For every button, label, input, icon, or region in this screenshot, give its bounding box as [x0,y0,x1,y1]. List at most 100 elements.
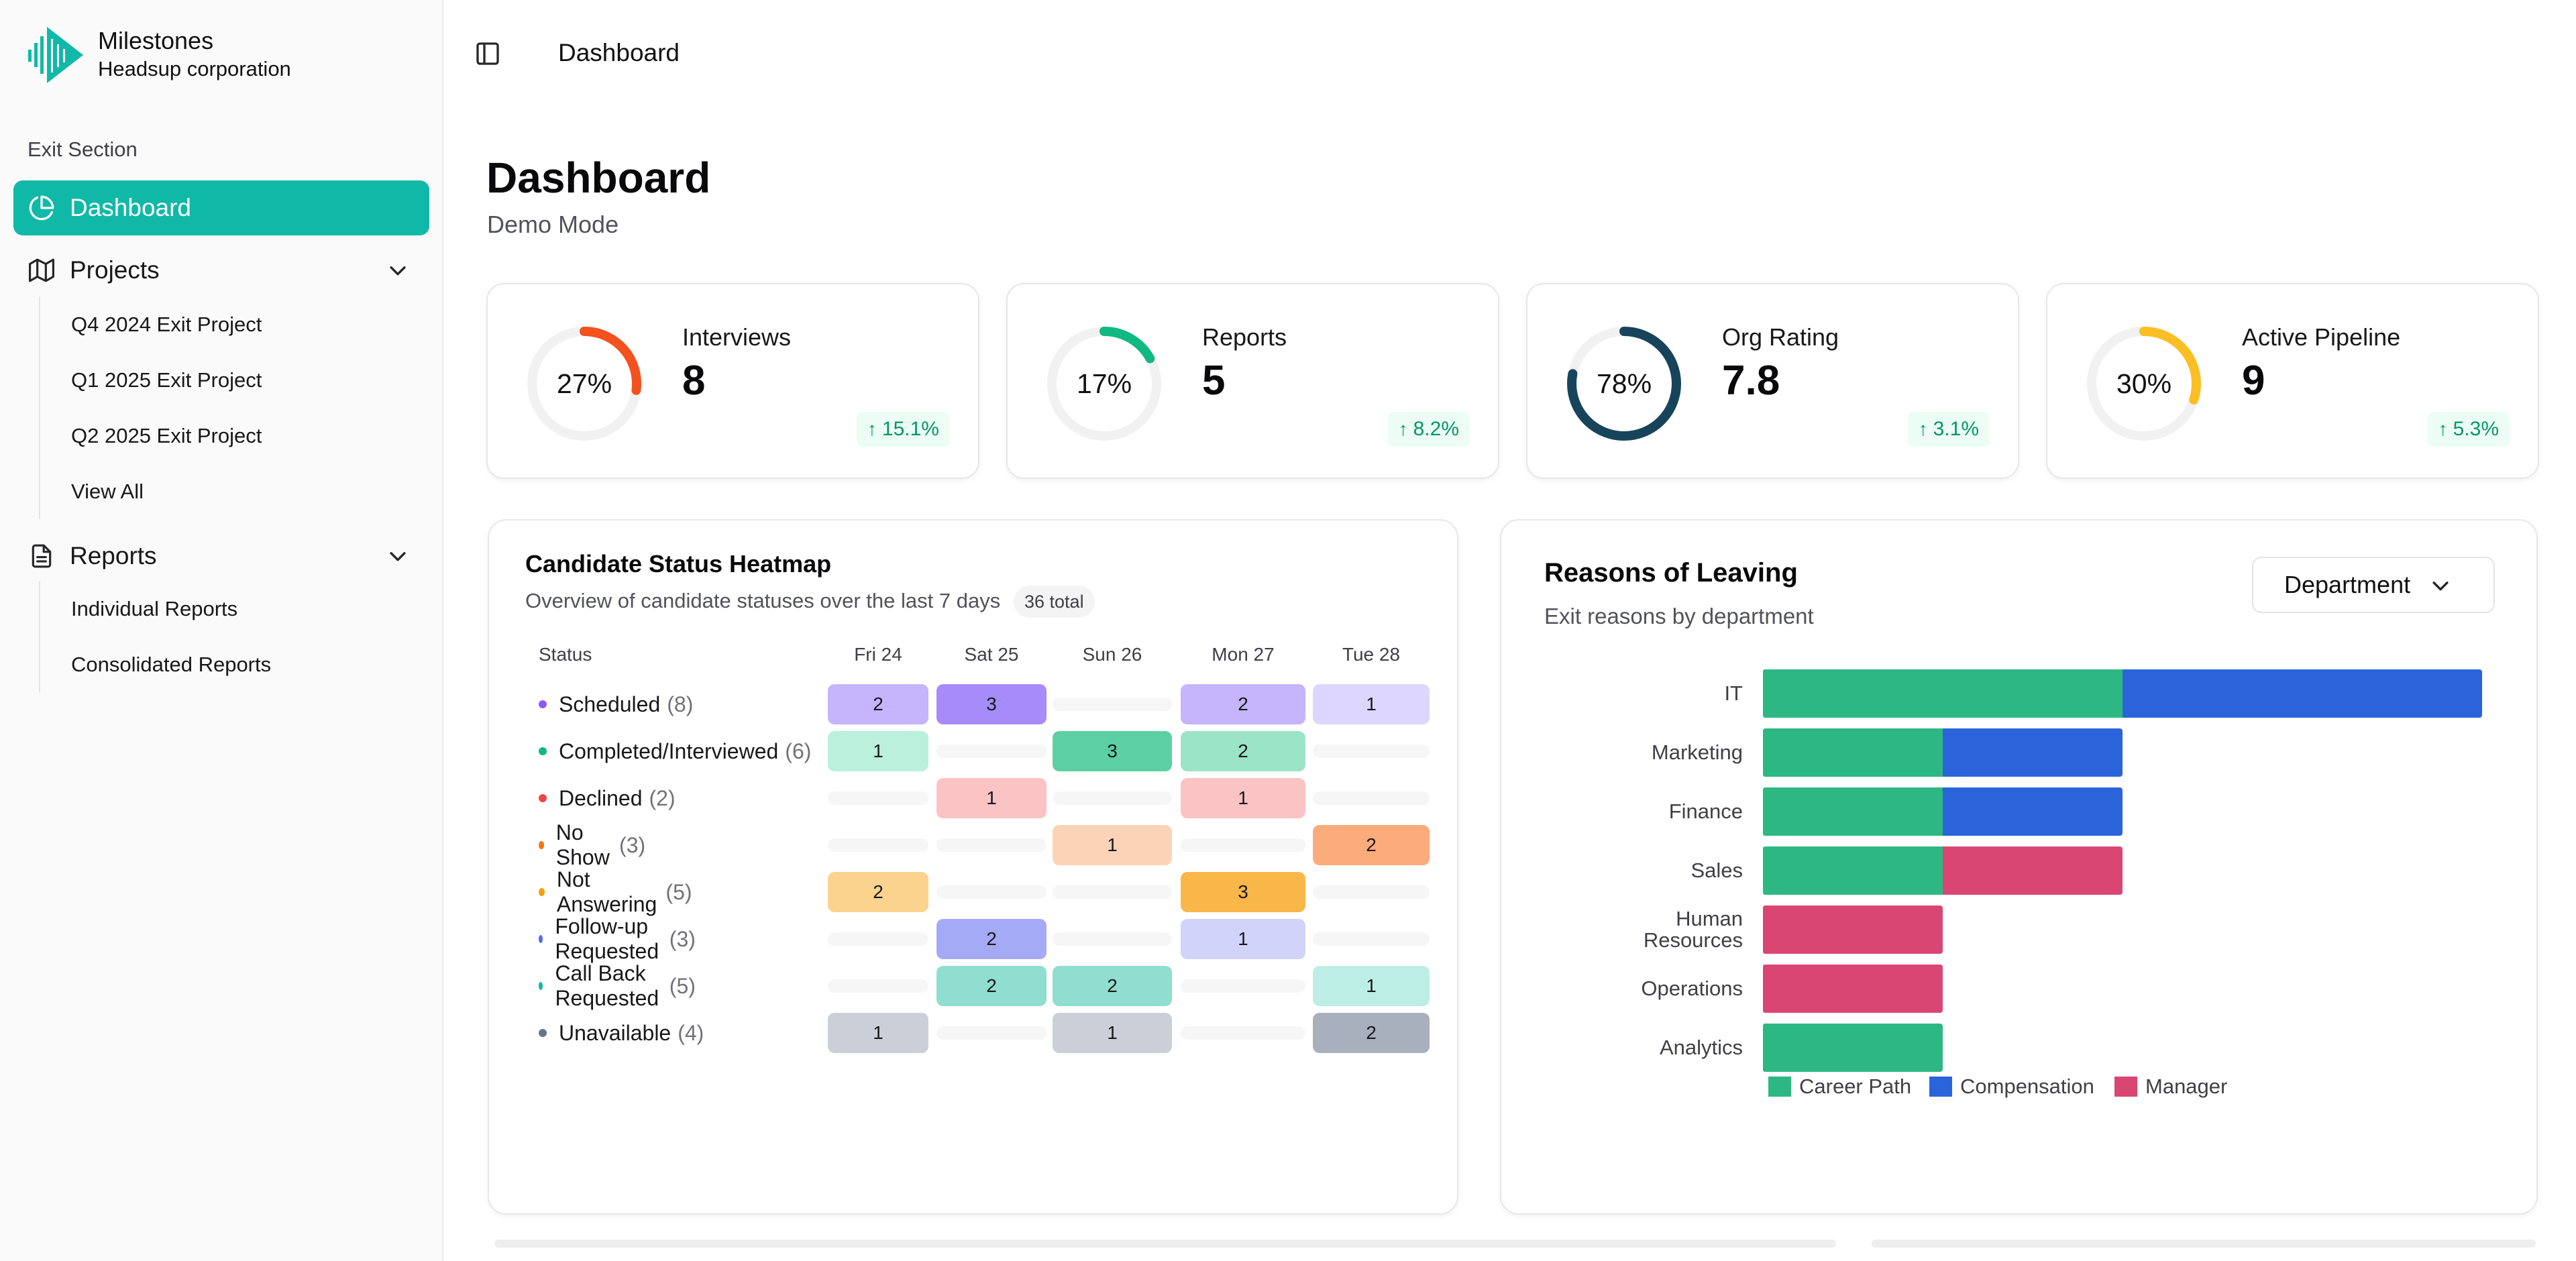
heatmap-cell[interactable]: 3 [936,684,1046,724]
sidebar-item-reports[interactable]: Reports [13,529,429,584]
status-row-label: No Show (3) [539,820,645,869]
heatmap-cell-empty [936,1026,1046,1040]
legend-swatch [2114,1077,2137,1097]
status-row-label: Declined (2) [539,778,676,818]
sidebar-item-dashboard[interactable]: Dashboard [13,180,429,235]
stat-card-interviews[interactable]: 27% Interviews 8 ↑ 15.1% [486,283,979,479]
heatmap-cell[interactable]: 1 [1313,684,1430,724]
heatmap-cell-empty [828,932,928,946]
heatmap-cell[interactable]: 1 [936,778,1046,818]
chevron-down-icon[interactable] [386,259,409,282]
sidebar-item-label: Reports [70,542,157,569]
stat-card-reports[interactable]: 17% Reports 5 ↑ 8.2% [1006,283,1499,479]
trend-value: 8.2% [1413,418,1459,440]
bar-segment-compensation[interactable] [2123,669,2482,718]
progress-ring [527,327,641,441]
brand-org: Headsup corporation [98,57,291,80]
stat-title: Org Rating [1722,323,1839,351]
heatmap-cell[interactable]: 2 [1313,1013,1430,1053]
heatmap-cell[interactable]: 2 [1181,684,1305,724]
heatmap-cell[interactable]: 1 [1053,825,1172,865]
sidebar-item-projects[interactable]: Projects [13,243,429,298]
bar-segment-career-path[interactable] [1763,846,1943,895]
chevron-down-icon [2432,582,2449,591]
arrow-up-icon: ↑ [1918,419,1928,439]
file-text-icon [28,543,55,569]
sidebar-toggle-icon[interactable] [474,40,501,67]
heatmap-cell-empty [828,791,928,805]
bar-segment-career-path[interactable] [1763,1024,1943,1072]
heatmap-cell[interactable]: 2 [936,919,1046,959]
subnav-item-individual-reports[interactable]: Individual Reports [71,596,238,620]
subnav-item-consolidated-reports[interactable]: Consolidated Reports [71,652,272,676]
heatmap-cell-empty [1313,885,1430,899]
bar-segment-compensation[interactable] [1943,787,2123,836]
heatmap-cell[interactable]: 1 [1181,919,1305,959]
stat-card-org-rating[interactable]: 78% Org Rating 7.8 ↑ 3.1% [1526,283,2019,479]
status-name: Call Back Requested [555,961,659,1010]
department-select[interactable]: Department [2252,557,2495,613]
status-dot-icon [539,935,543,943]
heatmap-cell[interactable]: 2 [1181,731,1305,771]
bar-segment-manager[interactable] [1763,965,1943,1013]
heatmap-cell[interactable]: 1 [1181,778,1305,818]
category-tick-label: Operations [1641,977,1743,1000]
select-value: Department [2284,571,2411,598]
legend-label: Compensation [1960,1075,2094,1098]
reasons-panel: Reasons of Leaving Exit reasons by depar… [1500,519,2538,1215]
heatmap-cell[interactable]: 2 [1053,966,1172,1006]
ring-percent: 27% [556,368,612,399]
legend-label: Career Path [1799,1075,1912,1098]
progress-ring [2087,327,2201,441]
heatmap-cell[interactable]: 2 [936,966,1046,1006]
reports-subnav: Individual Reports Consolidated Reports [39,581,416,692]
heatmap-cell[interactable]: 1 [1053,1013,1172,1053]
stat-title: Reports [1202,323,1287,351]
pie-chart-icon [28,195,55,221]
legend-item[interactable]: Manager [2114,1075,2227,1099]
heatmap-cell[interactable]: 2 [1313,825,1430,865]
heatmap-cell[interactable]: 2 [828,684,928,724]
status-name: Declined [559,785,643,810]
arrow-up-icon: ↑ [1398,419,1408,439]
subnav-item-q4-2024[interactable]: Q4 2024 Exit Project [71,312,262,336]
status-name: Unavailable [559,1020,672,1045]
subnav-item-q1-2025[interactable]: Q1 2025 Exit Project [71,368,262,392]
legend-item[interactable]: Compensation [1929,1075,2094,1099]
legend-item[interactable]: Career Path [1768,1075,1911,1099]
status-dot-icon [539,841,544,849]
heatmap-cell[interactable]: 1 [1313,966,1430,1006]
brand-name: Milestones [98,27,214,54]
milestones-logo-icon [28,27,83,83]
heatmap-cell[interactable]: 2 [828,872,928,912]
total-badge: 36 total [1014,586,1095,618]
status-name: Scheduled [559,692,661,716]
stat-card-active-pipeline[interactable]: 30% Active Pipeline 9 ↑ 5.3% [2046,283,2539,479]
brand[interactable]: Milestones Headsup corporation [27,24,291,85]
chevron-down-icon[interactable] [386,545,409,567]
ring-percent: 17% [1076,368,1132,399]
heatmap-cell-empty [1053,885,1172,899]
next-panel-edge [494,1240,1836,1248]
heatmap-cell[interactable]: 1 [828,731,928,771]
subnav-item-view-all[interactable]: View All [71,479,144,503]
heatmap-cell[interactable]: 3 [1053,731,1172,771]
bar-segment-career-path[interactable] [1763,728,1943,777]
status-dot-icon [539,794,547,802]
bar-segment-manager[interactable] [1763,906,1943,954]
subnav-item-q2-2025[interactable]: Q2 2025 Exit Project [71,423,262,447]
bar-segment-career-path[interactable] [1763,669,2123,718]
heatmap-cell[interactable]: 3 [1181,872,1305,912]
status-dot-icon [539,888,545,896]
status-dot-icon [539,747,547,755]
bar-segment-career-path[interactable] [1763,787,1943,836]
next-panel-edge [1872,1240,2536,1248]
page-subtitle: Demo Mode [487,211,619,238]
day-column-header: Tue 28 [1342,644,1401,665]
bar-segment-manager[interactable] [1943,846,2123,895]
trend-value: 5.3% [2453,418,2499,440]
category-tick-label: Finance [1668,800,1743,823]
heatmap-cell[interactable]: 1 [828,1013,928,1053]
sidebar-item-label: Projects [70,256,160,284]
bar-segment-compensation[interactable] [1943,728,2123,777]
